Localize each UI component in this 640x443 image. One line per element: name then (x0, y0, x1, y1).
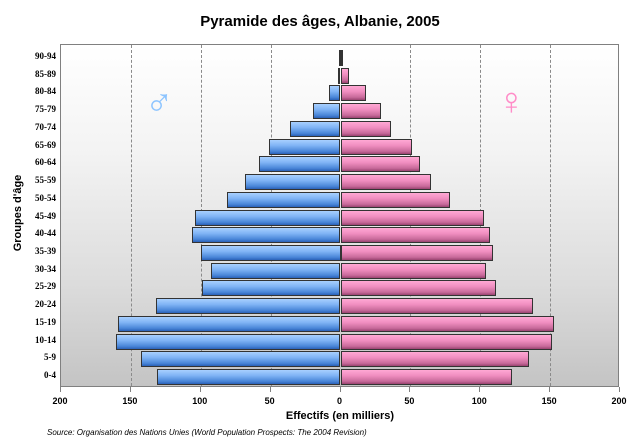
bar-female-10-14 (340, 333, 552, 350)
bar-female-40-44 (340, 227, 491, 244)
bar-female-85-89 (340, 67, 349, 84)
y-tick-label: 30-34 (35, 263, 56, 274)
x-tick (479, 387, 481, 392)
x-tick (199, 387, 201, 392)
bar-female-90-94 (340, 49, 343, 66)
y-tick-label: 65-69 (35, 139, 56, 150)
male-symbol-icon: ♂ (145, 81, 174, 123)
bar-male-15-19 (118, 315, 341, 332)
x-tick (269, 387, 271, 392)
y-tick-label: 0-4 (44, 370, 56, 381)
bar-male-70-74 (290, 120, 341, 137)
x-tick-label: 0 (336, 396, 342, 406)
x-tick (409, 387, 411, 392)
y-tick-label: 85-89 (35, 68, 56, 79)
bar-male-25-29 (202, 280, 341, 297)
x-tick (60, 387, 61, 392)
y-axis-title: Groupes d'âge (12, 174, 24, 252)
x-tick (129, 387, 131, 392)
y-tick-label: 60-64 (35, 157, 56, 168)
bar-female-35-39 (340, 244, 493, 261)
bar-male-55-59 (245, 174, 341, 191)
x-tick (619, 387, 620, 392)
bar-male-45-49 (195, 209, 341, 226)
x-tick-label: 200 (611, 396, 627, 406)
bar-female-50-54 (340, 191, 450, 208)
bar-female-60-64 (340, 156, 421, 173)
y-tick-label: 80-84 (35, 86, 56, 97)
bar-female-0-4 (340, 369, 513, 386)
chart-title: Pyramide des âges, Albanie, 2005 (200, 13, 440, 30)
y-tick-label: 40-44 (35, 228, 56, 239)
bar-male-50-54 (227, 191, 341, 208)
bar-female-65-69 (340, 138, 412, 155)
bar-female-5-9 (340, 351, 530, 368)
y-tick-label: 55-59 (35, 175, 56, 186)
bar-male-30-34 (210, 262, 341, 279)
bar-female-80-84 (340, 85, 366, 102)
y-tick-label: 75-79 (35, 104, 56, 115)
x-tick-label: 200 (52, 396, 68, 406)
x-tick-label: 50 (404, 396, 415, 406)
bar-female-30-34 (340, 262, 486, 279)
bar-female-25-29 (340, 280, 496, 297)
x-axis-title: Effectifs (en milliers) (285, 410, 395, 422)
bar-male-60-64 (259, 156, 341, 173)
bar-female-75-79 (340, 103, 382, 120)
bar-male-5-9 (140, 351, 341, 368)
x-tick (339, 387, 341, 392)
y-tick-label: 5-9 (44, 352, 56, 363)
x-tick-label: 100 (471, 396, 487, 406)
bar-male-35-39 (200, 244, 341, 261)
y-tick-label: 45-49 (35, 210, 56, 221)
source-note: Source: Organisation des Nations Unies (… (47, 428, 367, 437)
bar-female-20-24 (340, 298, 534, 315)
plot-area (60, 44, 619, 387)
y-tick-label: 90-94 (35, 50, 56, 61)
x-tick-label: 150 (541, 396, 557, 406)
y-tick-label: 25-29 (35, 281, 56, 292)
y-tick-label: 50-54 (35, 192, 56, 203)
y-tick-label: 10-14 (35, 334, 56, 345)
y-tick-label: 20-24 (35, 299, 56, 310)
y-tick-label: 35-39 (35, 245, 56, 256)
female-symbol-icon: ♀ (497, 81, 526, 123)
bar-male-75-79 (312, 103, 341, 120)
y-tick-label: 70-74 (35, 121, 56, 132)
y-tick-label: 15-19 (35, 316, 56, 327)
bar-female-15-19 (340, 315, 555, 332)
x-tick-label: 100 (192, 396, 208, 406)
bar-female-55-59 (340, 174, 432, 191)
bar-female-70-74 (340, 120, 391, 137)
bar-male-0-4 (157, 369, 341, 386)
x-tick (549, 387, 551, 392)
bar-male-40-44 (192, 227, 341, 244)
bar-male-10-14 (115, 333, 341, 350)
bar-male-85-89 (337, 67, 341, 84)
gridline (550, 45, 552, 386)
gridline (130, 45, 132, 386)
x-tick-label: 150 (122, 396, 138, 406)
bar-female-45-49 (340, 209, 485, 226)
bar-male-20-24 (156, 298, 341, 315)
bar-male-80-84 (329, 85, 341, 102)
bar-male-65-69 (269, 138, 341, 155)
x-tick-label: 50 (264, 396, 275, 406)
